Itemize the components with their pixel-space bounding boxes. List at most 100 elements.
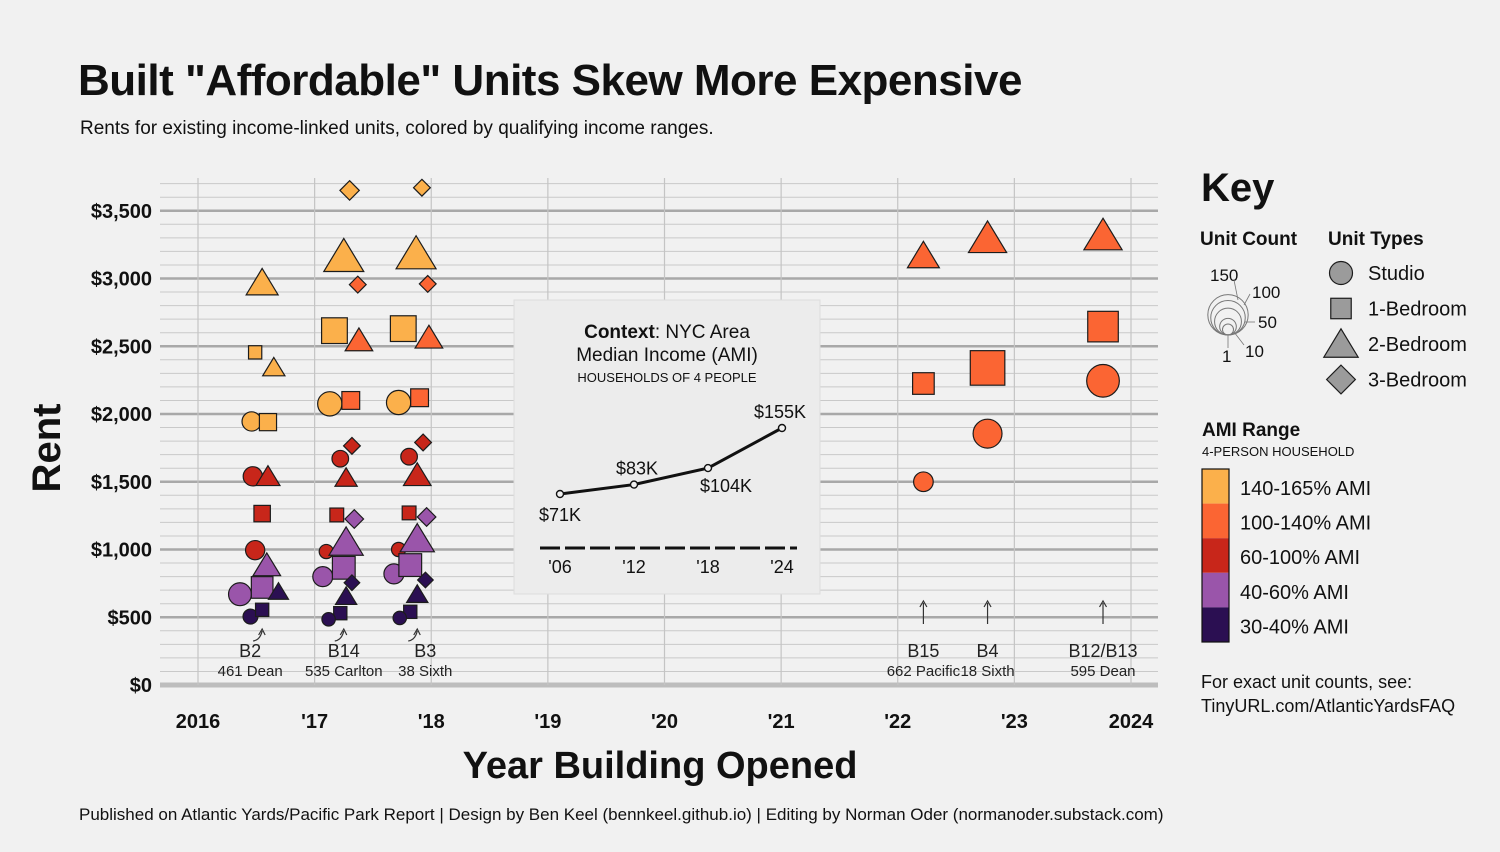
ami-color-swatch <box>1202 538 1229 573</box>
ami-context-inset: Context: NYC Area Median Income (AMI) HO… <box>513 299 821 595</box>
size-legend-label: 100 <box>1252 283 1280 302</box>
y-tick-label: $2,500 <box>91 336 152 358</box>
x-tick-label: '22 <box>884 711 911 733</box>
inset-x-tick: '18 <box>696 557 719 577</box>
marker-b4-studio <box>972 418 1003 449</box>
size-legend-circle <box>1210 300 1246 336</box>
marker-b3-studio <box>385 389 412 416</box>
building-code: B15 <box>907 641 939 661</box>
inset-x-tick: '12 <box>622 557 645 577</box>
marker-b14-2-bedroom <box>334 585 358 606</box>
marker-b2-studio <box>227 582 253 607</box>
chart-title: Built "Affordable" Units Skew More Expen… <box>78 56 1022 105</box>
marker-b3-3-bedroom <box>416 571 435 589</box>
building-arrow <box>253 630 263 642</box>
building-arrow-head <box>339 627 348 636</box>
marker-b3-3-bedroom <box>418 274 437 294</box>
marker-b4-1-bedroom <box>969 350 1006 386</box>
marker-b15-1-bedroom <box>912 372 935 395</box>
x-tick-label: 2024 <box>1109 711 1154 733</box>
marker-b12-b13-2-bedroom <box>1082 217 1124 251</box>
ami-range-legend: 140-165% AMI 100-140% AMI 60-100% AMI 40-60… <box>1201 468 1371 643</box>
unit-type-label: Studio <box>1368 263 1425 285</box>
building-address: 461 Dean <box>218 663 283 680</box>
marker-b3-2-bedroom <box>414 324 444 349</box>
unit-count-title: Unit Count <box>1200 229 1298 250</box>
y-tick-label: $1,500 <box>91 472 152 494</box>
marker-b2-1-bedroom <box>258 412 278 432</box>
marker-b3-2-bedroom <box>402 461 433 487</box>
ami-range-label: 60-100% AMI <box>1240 547 1360 569</box>
marker-b3-3-bedroom <box>413 433 433 452</box>
building-code: B3 <box>414 641 436 661</box>
building-code: B2 <box>239 641 261 661</box>
building-arrow <box>334 630 345 642</box>
building-code: B12/B13 <box>1068 641 1137 661</box>
y-tick-label: $3,000 <box>91 269 152 291</box>
marker-b14-1-bedroom <box>333 605 348 621</box>
building-arrow-head <box>983 599 992 608</box>
marker-b14-3-bedroom <box>344 508 365 530</box>
marker-b2-2-bedroom <box>261 356 286 377</box>
ami-range-label: 100-140% AMI <box>1240 513 1371 535</box>
marker-b3-2-bedroom <box>405 583 429 603</box>
building-code: B14 <box>328 641 360 661</box>
unit-types-legend: Studio 1-Bedroom 2-Bedroom 3-Bedroom <box>1322 260 1467 395</box>
marker-b2-studio <box>241 411 262 432</box>
y-tick-label: $500 <box>108 607 153 629</box>
size-legend-leader <box>1233 331 1245 346</box>
marker-b14-studio <box>317 391 343 417</box>
marker-b14-1-bedroom <box>320 317 348 345</box>
size-legend-label: 150 <box>1210 266 1238 285</box>
ami-subtitle: 4-PERSON HOUSEHOLD <box>1202 444 1354 459</box>
ami-title: AMI Range <box>1202 420 1300 441</box>
unit-type-label: 2-Bedroom <box>1368 334 1467 356</box>
inset-point-label: $104K <box>700 476 752 496</box>
y-tick-label: $3,500 <box>91 201 152 223</box>
marker-b15-studio <box>912 471 934 493</box>
marker-b14-3-bedroom <box>348 275 368 294</box>
unit-type-symbol <box>1330 297 1352 320</box>
x-tick-label: '17 <box>301 711 328 733</box>
marker-b3-3-bedroom <box>412 178 432 197</box>
size-legend-circle <box>1214 307 1242 336</box>
inset-title-line2: Median Income (AMI) <box>576 345 758 366</box>
marker-b3-1-bedroom <box>410 388 430 408</box>
marker-b3-2-bedroom <box>399 522 436 553</box>
inset-point <box>777 423 787 433</box>
marker-b2-2-bedroom <box>245 267 280 296</box>
marker-b3-studio <box>392 610 408 626</box>
marker-b3-1-bedroom <box>401 505 417 521</box>
ami-range-label: 140-165% AMI <box>1240 478 1371 500</box>
x-tick-labels: 2016 '17 '18 '19 '20 '21 '22 '23 2024 <box>176 711 1154 733</box>
inset-point <box>629 480 639 489</box>
marker-b2-1-bedroom <box>254 602 270 618</box>
ami-swatch-border <box>1201 468 1230 643</box>
inset-panel <box>513 299 821 595</box>
y-tick-label: $2,000 <box>91 404 152 426</box>
size-legend-label: 50 <box>1258 313 1277 332</box>
inset-x-tick: '24 <box>770 557 793 577</box>
ami-range-label: 40-60% AMI <box>1240 582 1349 604</box>
building-arrow-head <box>919 599 928 608</box>
x-tick-label: '21 <box>768 711 795 733</box>
marker-b14-2-bedroom <box>322 237 365 273</box>
marker-b2-1-bedroom <box>253 504 271 523</box>
marker-b2-2-bedroom <box>254 464 282 487</box>
x-tick-label: 2016 <box>176 711 221 733</box>
inset-line-plot: '06 '12 '18 '24 $71K $83K $104K $155K <box>539 402 806 577</box>
inset-subtitle: HOUSEHOLDS OF 4 PEOPLE <box>577 370 756 385</box>
marker-b14-3-bedroom <box>339 179 361 201</box>
marker-b14-3-bedroom <box>342 436 362 456</box>
inset-title-bold: Context <box>584 322 655 343</box>
building-address: 38 Sixth <box>398 663 452 680</box>
ami-color-swatch <box>1202 572 1229 608</box>
x-tick-label: '19 <box>534 711 561 733</box>
marker-b2-1-bedroom <box>250 576 274 599</box>
marker-b3-2-bedroom <box>395 234 438 270</box>
key-note-line1: For exact unit counts, see: <box>1201 672 1412 692</box>
marker-b3-1-bedroom <box>389 315 417 343</box>
building-address: 18 Sixth <box>960 663 1014 680</box>
building-address: 535 Carlton <box>305 663 383 680</box>
